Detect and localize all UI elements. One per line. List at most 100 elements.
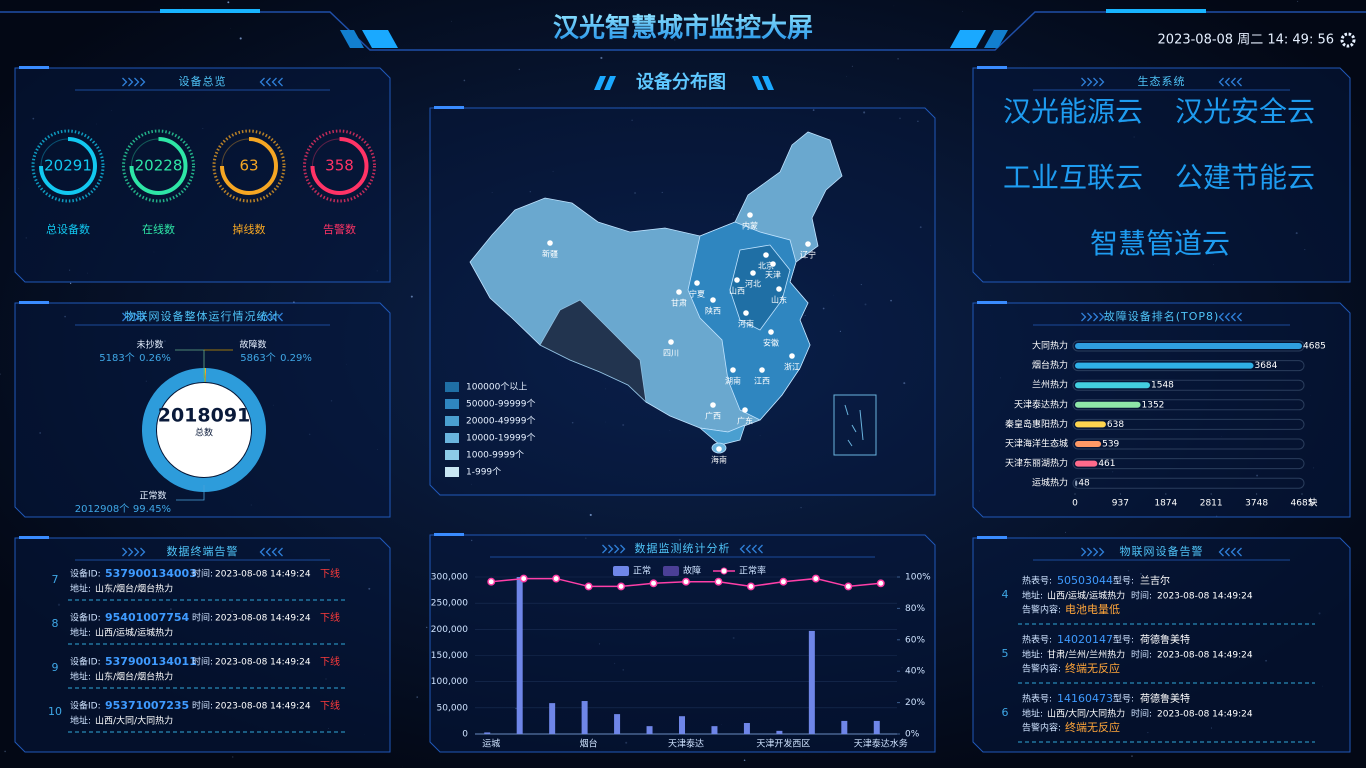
field-label: 地址: xyxy=(70,715,91,727)
title-chevron xyxy=(1081,77,1087,87)
title-chevron xyxy=(140,547,146,557)
star xyxy=(4,750,6,753)
y-tick-label: 50,000 xyxy=(437,703,469,713)
title-chevron xyxy=(277,312,283,322)
bar xyxy=(581,701,588,734)
map-inset xyxy=(833,394,877,456)
y-tick-label: 天津东丽湖热力 xyxy=(1005,457,1068,469)
legend-label: 1-999个 xyxy=(466,467,501,478)
map-inset-islands xyxy=(844,404,864,447)
star xyxy=(757,18,758,19)
province-label: 四川 xyxy=(663,349,679,358)
device-id: 537900134003 xyxy=(105,567,197,580)
overview-value: 63 xyxy=(239,157,258,175)
province-dot xyxy=(710,297,716,303)
rate-point xyxy=(714,577,723,586)
panel-title: 数据监测统计分析 xyxy=(635,541,731,555)
x-tick-label: 天津开发西区 xyxy=(756,738,810,750)
star xyxy=(230,28,231,29)
star xyxy=(846,76,847,77)
overview-value: 20291 xyxy=(44,157,92,175)
china-map xyxy=(469,131,877,456)
title-chevron xyxy=(1087,77,1093,87)
y-tick-label: 150,000 xyxy=(431,651,468,661)
title-chevron xyxy=(128,77,134,87)
field-label: 型号: xyxy=(1113,694,1134,705)
bar xyxy=(1075,382,1151,389)
star xyxy=(631,119,633,121)
star xyxy=(962,10,963,12)
bar xyxy=(679,716,685,734)
field-label: 地址: xyxy=(1022,708,1043,720)
star xyxy=(491,192,493,193)
title-chevron xyxy=(134,547,140,557)
panel-title: 设备总览 xyxy=(179,74,227,88)
settings-icon[interactable] xyxy=(1340,32,1356,48)
meter-id: 50503044 xyxy=(1057,574,1113,587)
gauge-arc xyxy=(220,137,278,195)
title-chevron xyxy=(1218,77,1224,87)
panel-corner xyxy=(19,66,49,69)
bar xyxy=(614,714,621,734)
star xyxy=(1297,0,1299,2)
star xyxy=(571,421,574,424)
title-chevron xyxy=(1093,77,1099,87)
row-index: 5 xyxy=(1002,647,1009,660)
bar xyxy=(743,723,750,734)
legend-label: 1000-9999个 xyxy=(466,450,524,461)
bar-track xyxy=(1072,477,1305,489)
overview-label: 告警数 xyxy=(323,222,356,236)
rate-point xyxy=(519,574,528,583)
title-chevron xyxy=(608,544,614,554)
province-dot xyxy=(730,367,736,373)
x-tick-label: 4685 xyxy=(1291,499,1314,509)
field-label: 型号: xyxy=(1113,635,1134,646)
title-chevron xyxy=(265,77,271,87)
province-label: 宁夏 xyxy=(689,289,705,299)
title-chevron xyxy=(1099,547,1105,557)
ecosystem-item: 智慧管道云 xyxy=(1090,227,1230,260)
field-label: 时间: xyxy=(192,568,213,580)
title-chevron xyxy=(259,312,265,322)
bar xyxy=(873,720,880,734)
segment-percent: 99.45% xyxy=(133,504,171,515)
x-tick-label: 3748 xyxy=(1245,499,1268,509)
x-tick-label: 2811 xyxy=(1200,499,1223,509)
title-chevron xyxy=(1087,312,1093,322)
bar xyxy=(808,630,815,734)
field-label: 设备ID: xyxy=(70,612,101,624)
device-address: 山西/大同/大同热力 xyxy=(1047,708,1125,720)
alarm-time: 2023-08-08 14:49:24 xyxy=(215,658,311,668)
bar-track xyxy=(1072,340,1305,352)
panel-title: 故障设备排名(TOP8) xyxy=(1104,309,1220,323)
donut-core xyxy=(157,383,251,477)
star xyxy=(1131,755,1133,757)
province-label: 甘肃 xyxy=(671,298,687,308)
y2-tick-label: 20% xyxy=(905,698,925,708)
bar-track xyxy=(1072,418,1305,430)
field-label: 地址: xyxy=(70,627,91,639)
y-tick-label: 0 xyxy=(462,730,468,740)
star xyxy=(674,39,676,41)
x-tick-label: 937 xyxy=(1112,499,1129,509)
star xyxy=(839,330,842,332)
bar xyxy=(646,726,653,734)
bar xyxy=(549,703,556,734)
device-id: 95401007754 xyxy=(105,611,190,624)
field-label: 地址: xyxy=(70,671,91,683)
settings-button[interactable] xyxy=(1340,32,1356,48)
field-label: 设备ID: xyxy=(70,568,101,580)
province-label: 辽宁 xyxy=(800,250,816,260)
settings-icon-hole[interactable] xyxy=(1346,38,1350,42)
star xyxy=(622,423,625,426)
panel-corner xyxy=(19,536,49,539)
panel-frame xyxy=(972,67,1351,283)
title-chevron xyxy=(1230,77,1236,87)
title-chevron xyxy=(122,312,128,322)
device-address: 山东/烟台/烟台热力 xyxy=(95,671,173,683)
title-chevron xyxy=(1218,312,1224,322)
bar xyxy=(1075,362,1254,369)
star xyxy=(864,303,867,306)
title-chevron xyxy=(1224,547,1230,557)
